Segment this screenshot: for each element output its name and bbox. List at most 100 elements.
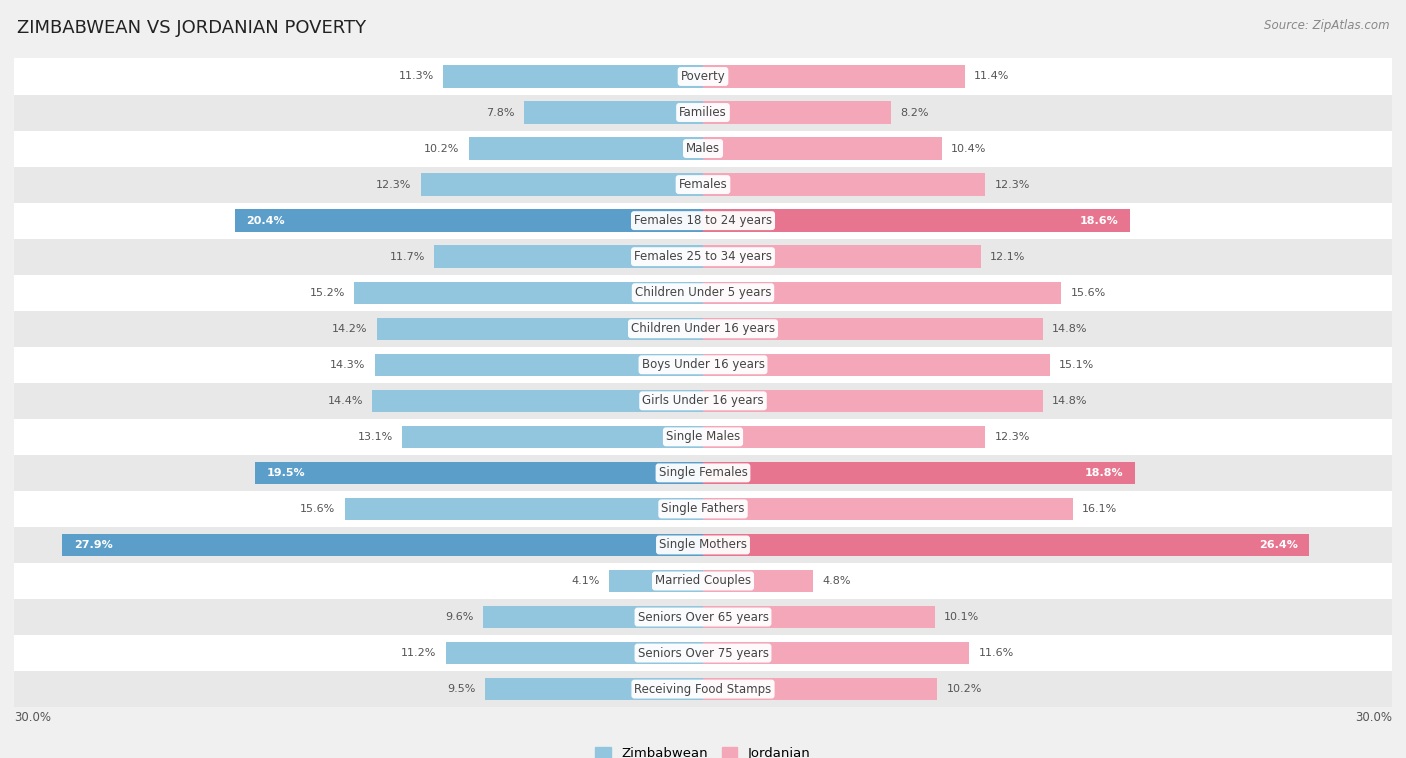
- Text: 14.8%: 14.8%: [1052, 324, 1088, 334]
- Bar: [377, 318, 703, 340]
- Text: 14.2%: 14.2%: [332, 324, 368, 334]
- Text: 26.4%: 26.4%: [1258, 540, 1298, 550]
- Text: Married Couples: Married Couples: [655, 575, 751, 587]
- Bar: [703, 426, 986, 448]
- Bar: [703, 246, 981, 268]
- Bar: [420, 174, 703, 196]
- Bar: [443, 65, 703, 88]
- Bar: [14, 419, 1392, 455]
- Bar: [703, 570, 813, 592]
- Text: Males: Males: [686, 142, 720, 155]
- Bar: [14, 455, 1392, 491]
- Bar: [703, 678, 938, 700]
- Text: Females 25 to 34 years: Females 25 to 34 years: [634, 250, 772, 263]
- Text: 10.2%: 10.2%: [425, 143, 460, 154]
- Bar: [485, 678, 703, 700]
- Bar: [14, 346, 1392, 383]
- Text: 7.8%: 7.8%: [486, 108, 515, 117]
- Bar: [434, 246, 703, 268]
- Bar: [14, 599, 1392, 635]
- Bar: [703, 281, 1062, 304]
- Bar: [14, 671, 1392, 707]
- Bar: [14, 491, 1392, 527]
- Text: 20.4%: 20.4%: [246, 215, 284, 226]
- Text: 15.1%: 15.1%: [1059, 360, 1094, 370]
- Bar: [524, 102, 703, 124]
- Text: Poverty: Poverty: [681, 70, 725, 83]
- Text: 9.5%: 9.5%: [447, 684, 475, 694]
- Text: 12.3%: 12.3%: [994, 432, 1031, 442]
- Bar: [446, 642, 703, 664]
- Text: Families: Families: [679, 106, 727, 119]
- Bar: [14, 239, 1392, 274]
- Bar: [344, 498, 703, 520]
- Text: Seniors Over 65 years: Seniors Over 65 years: [637, 610, 769, 624]
- Bar: [482, 606, 703, 628]
- Bar: [703, 174, 986, 196]
- Text: Single Mothers: Single Mothers: [659, 538, 747, 552]
- Text: 9.6%: 9.6%: [444, 612, 474, 622]
- Text: 4.1%: 4.1%: [571, 576, 599, 586]
- Text: Single Females: Single Females: [658, 466, 748, 479]
- Text: 12.3%: 12.3%: [994, 180, 1031, 190]
- Bar: [703, 534, 1309, 556]
- Text: 14.8%: 14.8%: [1052, 396, 1088, 406]
- Bar: [373, 390, 703, 412]
- Bar: [14, 635, 1392, 671]
- Text: 10.4%: 10.4%: [950, 143, 987, 154]
- Text: ZIMBABWEAN VS JORDANIAN POVERTY: ZIMBABWEAN VS JORDANIAN POVERTY: [17, 19, 366, 37]
- Text: 10.1%: 10.1%: [945, 612, 980, 622]
- Bar: [14, 167, 1392, 202]
- Text: 11.4%: 11.4%: [974, 71, 1010, 81]
- Text: 10.2%: 10.2%: [946, 684, 981, 694]
- Legend: Zimbabwean, Jordanian: Zimbabwean, Jordanian: [591, 741, 815, 758]
- Text: 11.2%: 11.2%: [401, 648, 437, 658]
- Bar: [62, 534, 703, 556]
- Text: 19.5%: 19.5%: [267, 468, 305, 478]
- Text: 14.4%: 14.4%: [328, 396, 363, 406]
- Bar: [235, 209, 703, 232]
- Text: Children Under 16 years: Children Under 16 years: [631, 322, 775, 335]
- Text: 14.3%: 14.3%: [330, 360, 366, 370]
- Text: 4.8%: 4.8%: [823, 576, 851, 586]
- Bar: [402, 426, 703, 448]
- Bar: [354, 281, 703, 304]
- Bar: [703, 462, 1135, 484]
- Bar: [703, 606, 935, 628]
- Bar: [14, 383, 1392, 419]
- Text: Source: ZipAtlas.com: Source: ZipAtlas.com: [1264, 19, 1389, 32]
- Bar: [703, 318, 1043, 340]
- Text: 12.3%: 12.3%: [375, 180, 412, 190]
- Bar: [14, 527, 1392, 563]
- Text: Children Under 5 years: Children Under 5 years: [634, 287, 772, 299]
- Text: 16.1%: 16.1%: [1083, 504, 1118, 514]
- Bar: [374, 353, 703, 376]
- Text: 15.2%: 15.2%: [309, 288, 344, 298]
- Bar: [14, 95, 1392, 130]
- Bar: [703, 642, 969, 664]
- Text: Single Fathers: Single Fathers: [661, 503, 745, 515]
- Text: Females: Females: [679, 178, 727, 191]
- Text: 8.2%: 8.2%: [900, 108, 929, 117]
- Bar: [703, 390, 1043, 412]
- Bar: [14, 58, 1392, 95]
- Text: 30.0%: 30.0%: [14, 712, 51, 725]
- Bar: [14, 130, 1392, 167]
- Bar: [703, 498, 1073, 520]
- Bar: [703, 209, 1130, 232]
- Bar: [703, 137, 942, 160]
- Text: 30.0%: 30.0%: [1355, 712, 1392, 725]
- Bar: [703, 65, 965, 88]
- Text: 15.6%: 15.6%: [301, 504, 336, 514]
- Bar: [14, 563, 1392, 599]
- Text: 27.9%: 27.9%: [73, 540, 112, 550]
- Text: 12.1%: 12.1%: [990, 252, 1025, 262]
- Text: 11.7%: 11.7%: [389, 252, 425, 262]
- Bar: [703, 353, 1050, 376]
- Bar: [468, 137, 703, 160]
- Text: 11.6%: 11.6%: [979, 648, 1014, 658]
- Text: 15.6%: 15.6%: [1070, 288, 1105, 298]
- Text: Girls Under 16 years: Girls Under 16 years: [643, 394, 763, 407]
- Bar: [609, 570, 703, 592]
- Text: 11.3%: 11.3%: [399, 71, 434, 81]
